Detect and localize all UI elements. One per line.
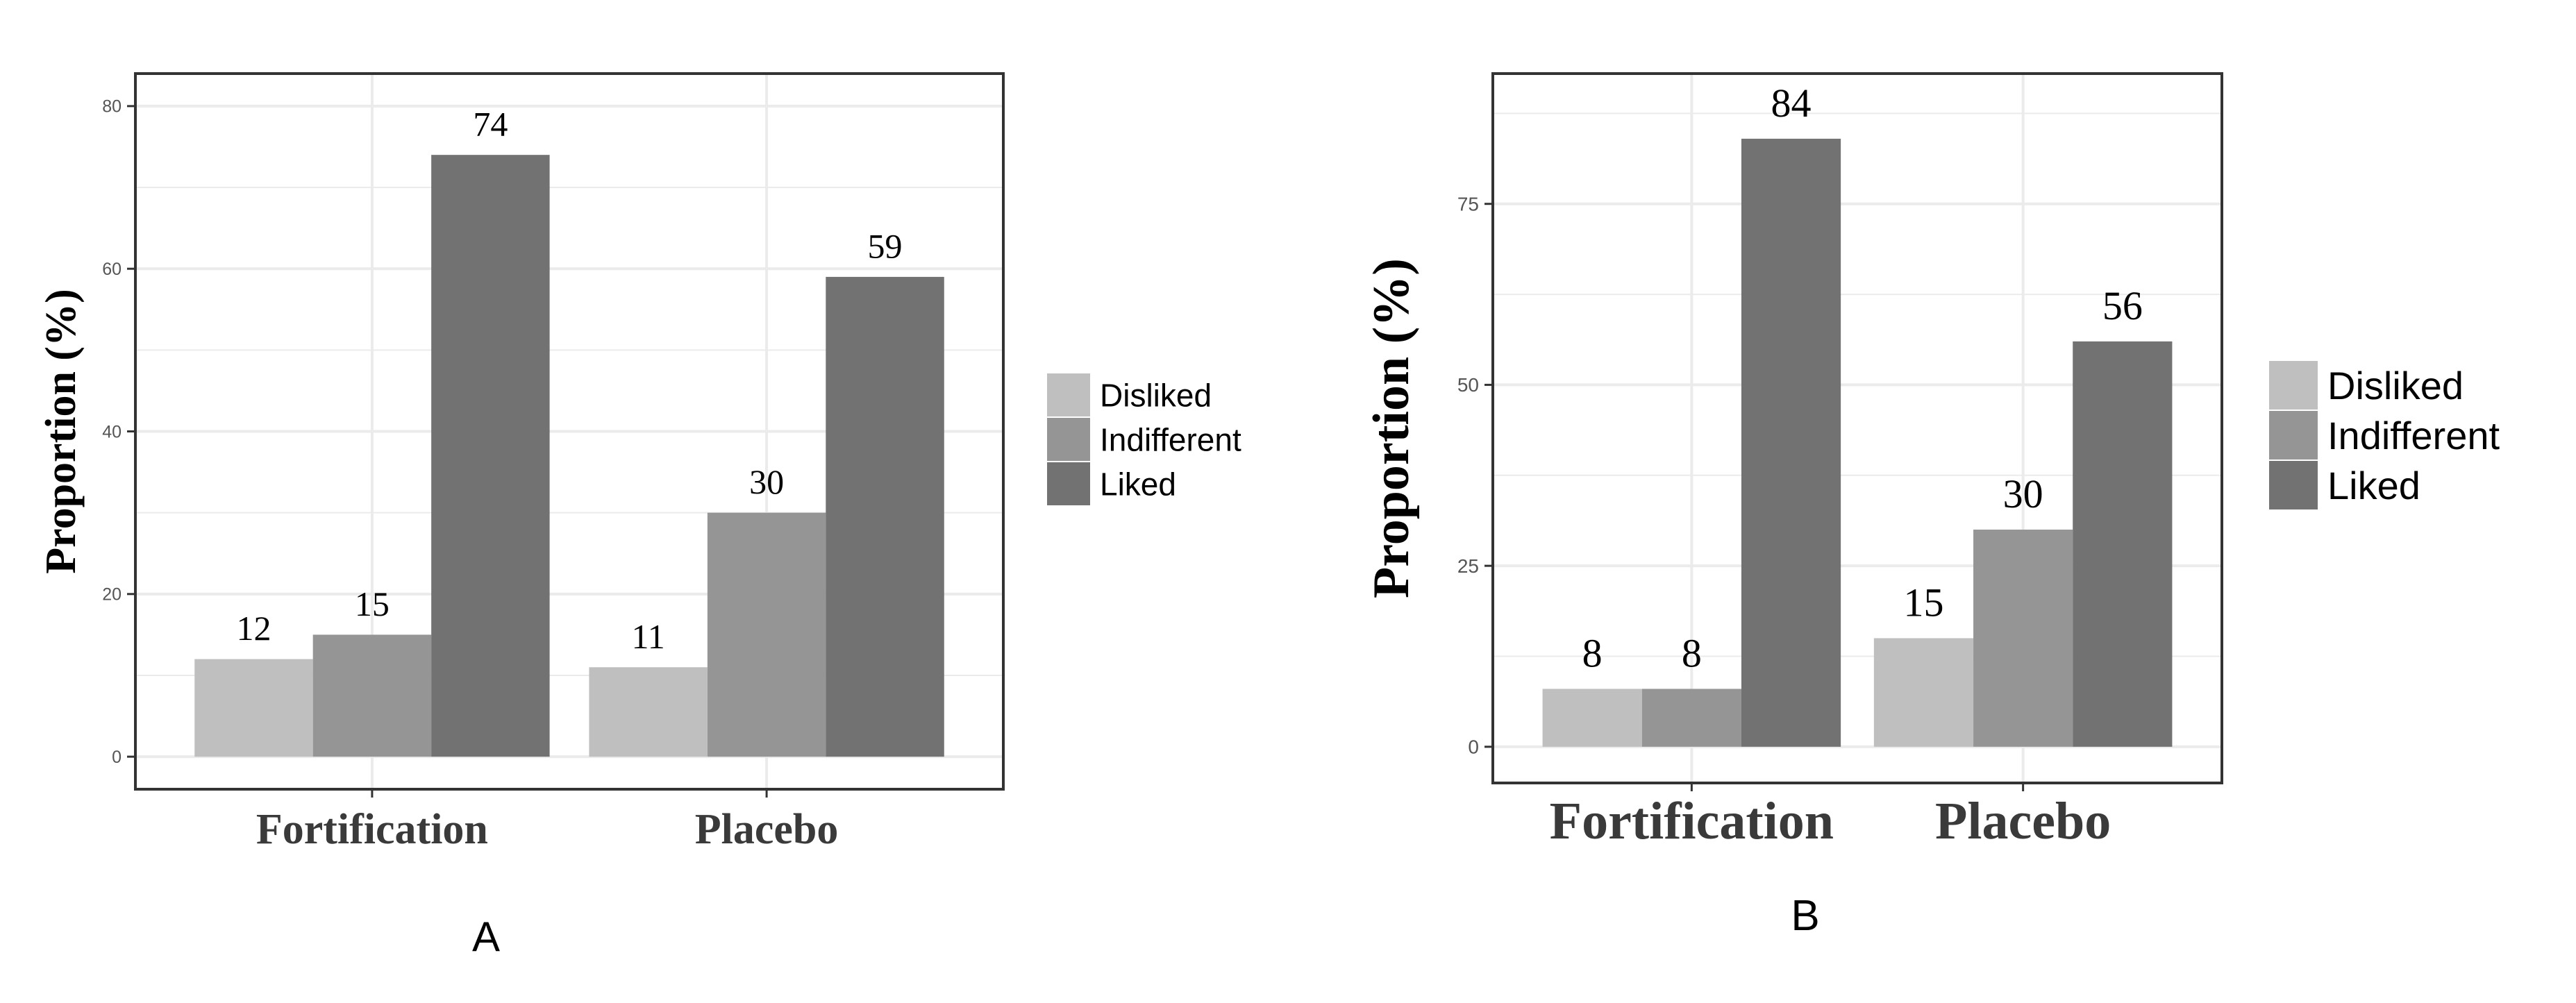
data-labels-b: 8 15 8 30 84 56 <box>1582 81 2143 676</box>
bar-liked-fortification <box>431 155 550 757</box>
bar-liked-fortification <box>1741 138 1841 747</box>
bar-disliked-fortification <box>1542 689 1642 747</box>
data-label: 8 <box>1582 631 1603 676</box>
legend-label: Disliked <box>2327 364 2464 407</box>
legend-swatch-disliked <box>2269 361 2318 410</box>
plot-border-b <box>1491 72 2223 784</box>
y-tick-label: 20 <box>102 585 122 605</box>
legend-label: Indifferent <box>1100 422 1241 458</box>
legend-b: Disliked Indifferent Liked <box>2269 361 2500 509</box>
legend-swatch-disliked <box>1047 373 1090 416</box>
x-tick-label: Fortification <box>1550 792 1834 850</box>
y-tick-label: 0 <box>112 748 122 767</box>
data-label: 15 <box>1903 580 1943 625</box>
legend-label: Liked <box>1100 466 1176 503</box>
y-tick-label: 75 <box>1457 194 1479 215</box>
y-tick-label: 25 <box>1457 555 1479 577</box>
bars-b <box>1542 138 2173 747</box>
data-label: 84 <box>1771 81 1812 126</box>
y-axis-title-a: Proportion (%) <box>37 289 85 573</box>
x-tick-label: Placebo <box>1935 792 2111 850</box>
panel-label-a: A <box>472 913 500 960</box>
data-label: 59 <box>868 226 903 265</box>
panel-label-b: B <box>1791 892 1819 940</box>
y-tick-label: 80 <box>102 97 122 117</box>
legend-a: Disliked Indifferent Liked <box>1047 373 1241 505</box>
data-label: 12 <box>236 609 271 648</box>
y-tick-label: 40 <box>102 422 122 441</box>
y-tick-label: 60 <box>102 260 122 279</box>
bar-indifferent-fortification <box>312 634 432 757</box>
data-label: 8 <box>1682 631 1702 676</box>
legend-swatch-indifferent <box>2269 411 2318 460</box>
bar-indifferent-placebo <box>1973 530 2073 747</box>
data-label: 11 <box>632 617 665 656</box>
bar-indifferent-fortification <box>1641 689 1741 747</box>
y-tick-label: 0 <box>1468 736 1479 758</box>
data-label: 56 <box>2102 283 2143 328</box>
bar-disliked-fortification <box>194 659 313 757</box>
bar-indifferent-placebo <box>707 512 826 757</box>
data-label: 30 <box>749 462 784 501</box>
legend-swatch-liked <box>1047 462 1090 505</box>
legend-label: Liked <box>2327 464 2420 507</box>
data-label: 30 <box>2003 471 2043 516</box>
y-ticks-b: 0 25 50 75 <box>1457 194 1493 758</box>
data-labels-a: 12 11 15 30 74 59 <box>236 105 902 656</box>
bar-liked-placebo <box>826 276 944 757</box>
bar-liked-placebo <box>2073 341 2173 747</box>
x-ticks-b: Fortification Placebo <box>1550 783 2111 850</box>
bar-disliked-placebo <box>589 667 708 757</box>
legend-swatch-indifferent <box>1047 418 1090 461</box>
chart-panel-a: 12 11 15 30 74 59 0 20 40 60 80 Fortification Plac… <box>37 72 1241 960</box>
bars-a <box>194 155 944 757</box>
y-tick-label: 50 <box>1457 374 1479 396</box>
legend-swatch-liked <box>2269 461 2318 509</box>
x-tick-label: Fortification <box>256 806 488 853</box>
legend-label: Disliked <box>1100 378 1212 414</box>
bar-disliked-placebo <box>1873 638 1974 747</box>
x-ticks-a: Fortification Placebo <box>256 789 839 853</box>
data-label: 74 <box>473 105 508 144</box>
y-axis-title-b: Proportion (%) <box>1363 258 1420 598</box>
data-label: 15 <box>355 584 390 623</box>
x-tick-label: Placebo <box>695 806 839 853</box>
legend-label: Indifferent <box>2327 414 2500 457</box>
y-ticks-a: 0 20 40 60 80 <box>102 97 135 767</box>
